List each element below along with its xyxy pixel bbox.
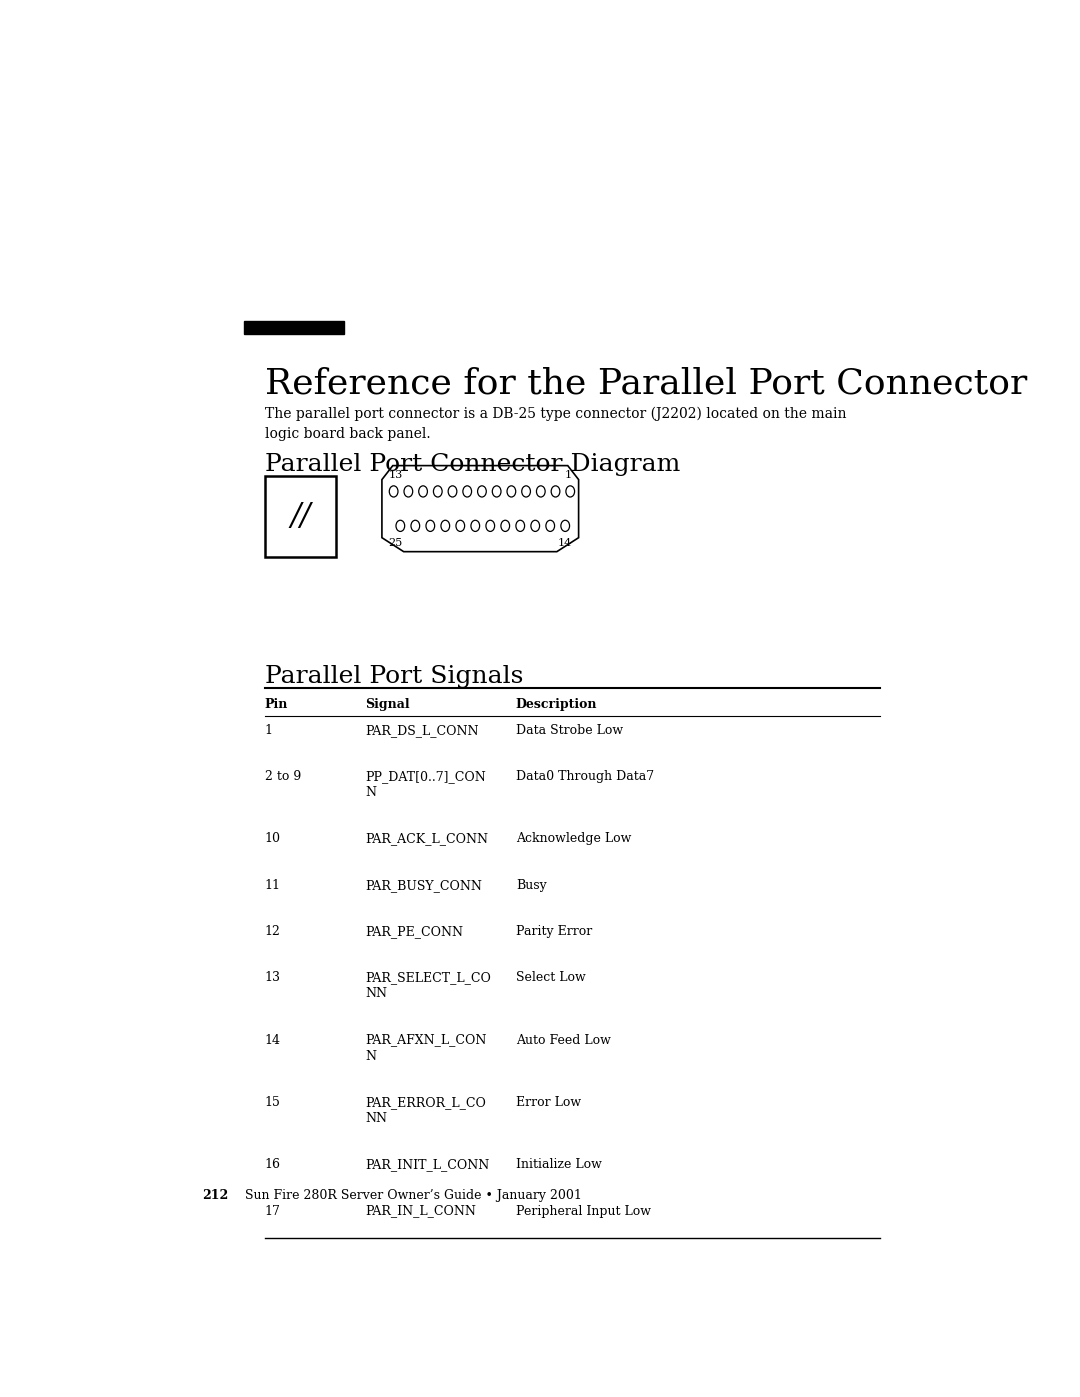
Text: PAR_ERROR_L_CO
NN: PAR_ERROR_L_CO NN <box>365 1097 486 1125</box>
Text: Initialize Low: Initialize Low <box>516 1158 602 1171</box>
Text: 25: 25 <box>389 538 403 549</box>
Text: Reference for the Parallel Port Connector: Reference for the Parallel Port Connecto… <box>265 366 1027 401</box>
Text: Sun Fire 280R Server Owner’s Guide • January 2001: Sun Fire 280R Server Owner’s Guide • Jan… <box>229 1189 582 1203</box>
Text: PAR_INIT_L_CONN: PAR_INIT_L_CONN <box>365 1158 489 1171</box>
Text: PAR_SELECT_L_CO
NN: PAR_SELECT_L_CO NN <box>365 971 491 1000</box>
Bar <box>265 476 336 557</box>
Text: 13: 13 <box>389 469 403 481</box>
Text: PAR_BUSY_CONN: PAR_BUSY_CONN <box>365 879 482 891</box>
Text: Data0 Through Data7: Data0 Through Data7 <box>516 770 654 784</box>
Text: 17: 17 <box>265 1204 281 1218</box>
Text: 2 to 9: 2 to 9 <box>265 770 301 784</box>
Text: //: // <box>291 502 311 532</box>
PathPatch shape <box>382 465 579 552</box>
Text: Pin: Pin <box>265 698 288 711</box>
Text: PAR_PE_CONN: PAR_PE_CONN <box>365 925 463 937</box>
Text: The parallel port connector is a DB-25 type connector (J2202) located on the mai: The parallel port connector is a DB-25 t… <box>265 407 847 441</box>
Text: Signal: Signal <box>365 698 409 711</box>
Text: Parity Error: Parity Error <box>516 925 592 937</box>
Text: PAR_ACK_L_CONN: PAR_ACK_L_CONN <box>365 833 488 845</box>
Text: 10: 10 <box>265 833 281 845</box>
Text: 15: 15 <box>265 1097 281 1109</box>
Text: 1: 1 <box>265 724 273 736</box>
Text: 14: 14 <box>557 538 572 549</box>
Text: Parallel Port Connector Diagram: Parallel Port Connector Diagram <box>265 453 680 476</box>
Text: Parallel Port Signals: Parallel Port Signals <box>265 665 523 687</box>
Text: Description: Description <box>516 698 597 711</box>
Text: Error Low: Error Low <box>516 1097 581 1109</box>
Bar <box>244 321 345 334</box>
Text: 13: 13 <box>265 971 281 983</box>
Text: Auto Feed Low: Auto Feed Low <box>516 1034 610 1046</box>
Text: Acknowledge Low: Acknowledge Low <box>516 833 631 845</box>
Text: PAR_DS_L_CONN: PAR_DS_L_CONN <box>365 724 478 736</box>
Text: Busy: Busy <box>516 879 546 891</box>
Text: PAR_AFXN_L_CON
N: PAR_AFXN_L_CON N <box>365 1034 487 1063</box>
Text: 16: 16 <box>265 1158 281 1171</box>
Text: Select Low: Select Low <box>516 971 585 983</box>
Text: PAR_IN_L_CONN: PAR_IN_L_CONN <box>365 1204 476 1218</box>
Text: 14: 14 <box>265 1034 281 1046</box>
Text: 212: 212 <box>202 1189 228 1203</box>
Text: 1: 1 <box>565 469 572 481</box>
Text: Data Strobe Low: Data Strobe Low <box>516 724 623 736</box>
Text: Peripheral Input Low: Peripheral Input Low <box>516 1204 651 1218</box>
Text: 11: 11 <box>265 879 281 891</box>
Text: 12: 12 <box>265 925 281 937</box>
Text: PP_DAT[0..7]_CON
N: PP_DAT[0..7]_CON N <box>365 770 486 799</box>
